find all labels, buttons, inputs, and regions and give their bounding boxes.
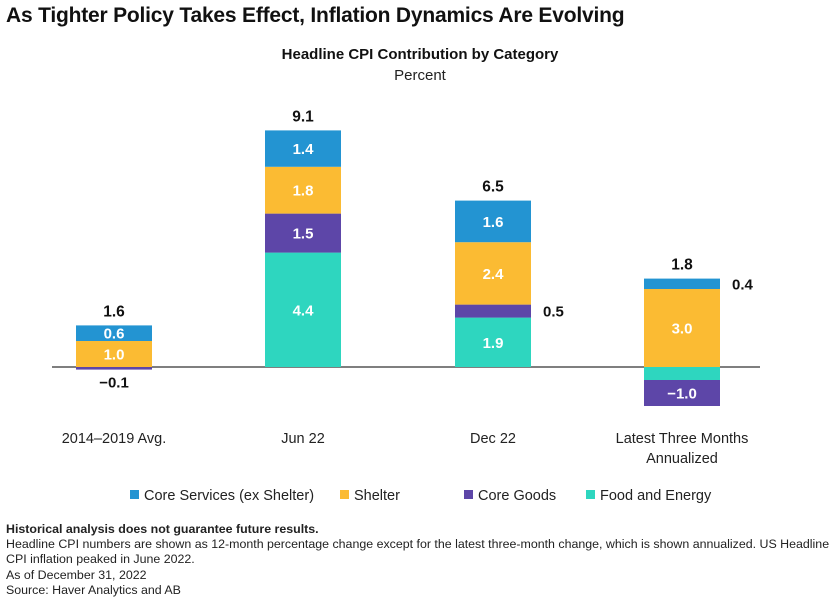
- segment-label-shelter: 1.0: [104, 347, 125, 364]
- segment-label-shelter: 1.8: [293, 183, 314, 200]
- segment-label-food_energy: 4.4: [293, 302, 315, 319]
- legend-label-shelter: Shelter: [354, 488, 400, 504]
- segment-label-core_services: 0.6: [104, 326, 125, 343]
- chart-notes: Historical analysis does not guarantee f…: [6, 522, 834, 598]
- legend-label-core_services: Core Services (ex Shelter): [144, 488, 314, 504]
- legend-swatch-shelter: [340, 490, 349, 499]
- total-label: 1.8: [671, 257, 693, 274]
- total-label: 1.6: [103, 303, 125, 320]
- legend-swatch-core_services: [130, 490, 139, 499]
- segment-label-shelter: 2.4: [483, 266, 505, 283]
- note-as-of-date: As of December 31, 2022: [6, 567, 147, 582]
- total-label: 6.5: [482, 179, 504, 196]
- segment-label-core_goods: −1.0: [667, 386, 697, 403]
- total-label: 9.1: [292, 108, 314, 125]
- bar-segment-core_services: [644, 278, 720, 289]
- chart-subtitle: Percent: [394, 67, 446, 84]
- segment-label-core_goods: −0.1: [99, 375, 129, 392]
- bar-segment-shelter: [265, 166, 341, 214]
- segment-label-food_energy: 1.9: [483, 335, 504, 352]
- bar-segment-food_energy: [265, 252, 341, 367]
- bar-segment-shelter: [455, 242, 531, 305]
- category-label: Latest Three Months: [616, 431, 749, 447]
- note-disclaimer: Historical analysis does not guarantee f…: [6, 522, 319, 536]
- bar-segment-food_energy: [455, 317, 531, 367]
- legend-label-core_goods: Core Goods: [478, 488, 556, 504]
- bar-segment-core_goods: [455, 304, 531, 318]
- bar-segment-core_services: [455, 200, 531, 243]
- segment-label-core_goods: 0.5: [543, 304, 564, 321]
- bar-segment-core_goods: [265, 213, 341, 253]
- bar-segment-shelter: [644, 289, 720, 367]
- bar-segment-food_energy: [644, 367, 720, 380]
- segment-label-core_goods: 1.5: [293, 226, 314, 243]
- legend-label-food_energy: Food and Energy: [600, 488, 712, 504]
- bar-segment-core_goods: [644, 380, 720, 406]
- category-label: Annualized: [646, 451, 718, 467]
- segment-label-core_services: 1.4: [293, 141, 315, 158]
- bar-segment-core_services: [265, 130, 341, 167]
- bar-segment-core_goods: [76, 367, 152, 370]
- category-label: Dec 22: [470, 431, 516, 447]
- chart-title: Headline CPI Contribution by Category: [281, 46, 559, 63]
- note-methodology: Headline CPI numbers are shown as 12-mon…: [6, 537, 830, 567]
- segment-label-core_services: 1.6: [483, 214, 504, 231]
- page-title: As Tighter Policy Takes Effect, Inflatio…: [6, 4, 625, 27]
- note-source: Source: Haver Analytics and AB: [6, 582, 181, 597]
- segment-label-core_services: 0.4: [732, 276, 754, 293]
- stacked-bar-chart: −0.1 1.0 0.6 1.6 2014–2019 Avg. 4.4 1.5 1.8 1.4 9…: [52, 108, 760, 504]
- legend-swatch-food_energy: [586, 490, 595, 499]
- segment-label-shelter: 3.0: [672, 321, 693, 338]
- category-label: Jun 22: [281, 431, 325, 447]
- bar-segment-core_services: [76, 325, 152, 341]
- legend-swatch-core_goods: [464, 490, 473, 499]
- bar-segment-shelter: [76, 341, 152, 367]
- category-label: 2014–2019 Avg.: [62, 431, 167, 447]
